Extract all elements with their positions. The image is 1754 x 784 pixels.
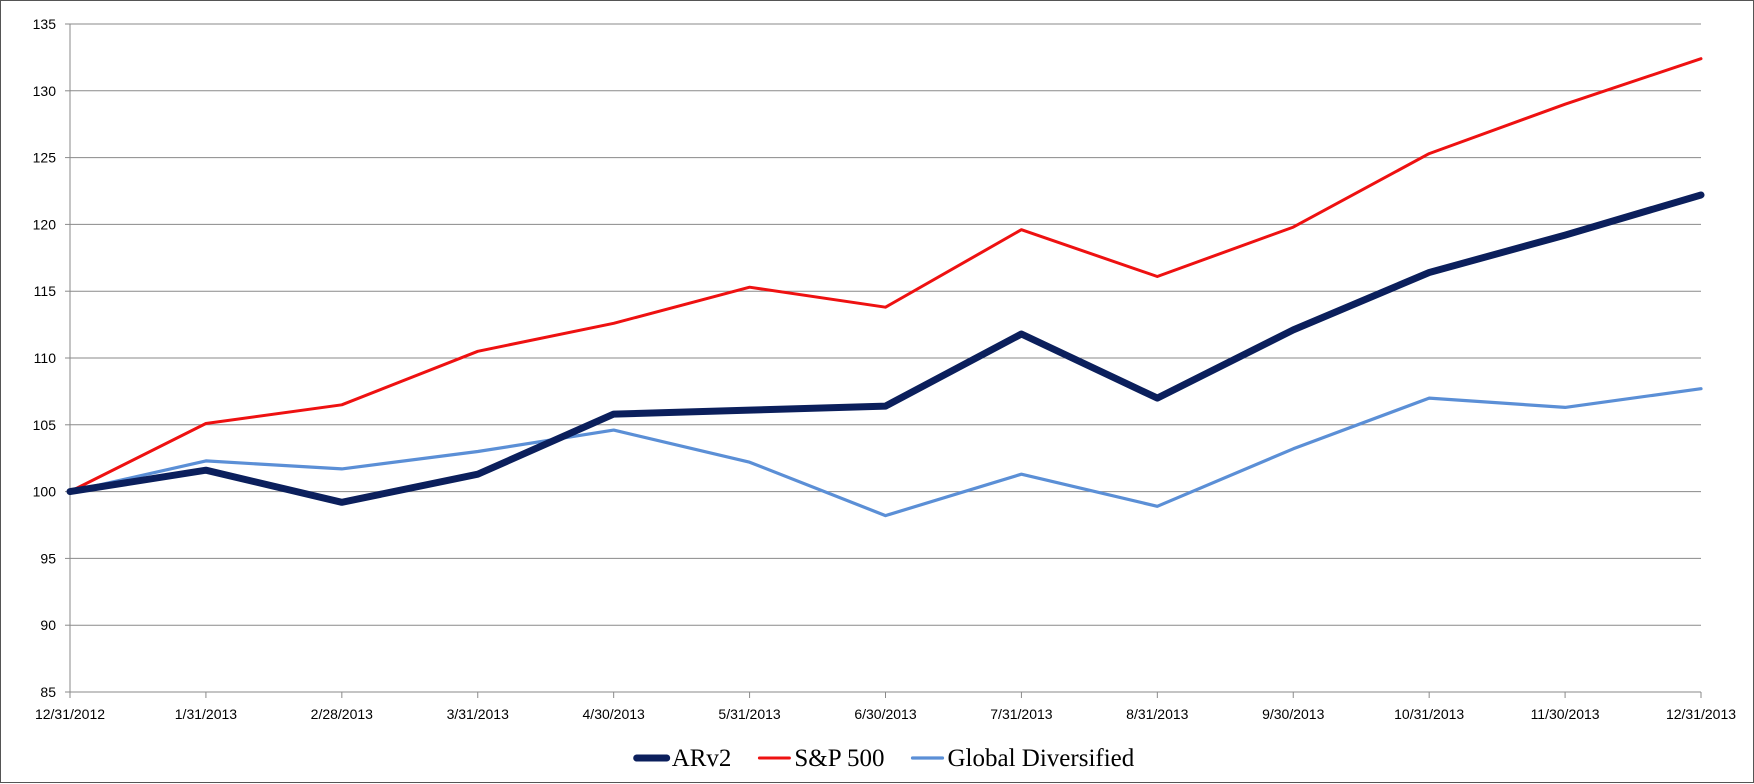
- y-tick-label: 130: [33, 83, 57, 99]
- legend-item-global-diversified: Global Diversified: [910, 745, 1135, 772]
- y-tick-label: 135: [33, 16, 57, 32]
- legend-item-s-p-500: S&P 500: [757, 745, 884, 772]
- y-tick-label: 85: [40, 684, 56, 700]
- x-tick-label: 7/31/2013: [990, 706, 1052, 722]
- series-line-global-diversified: [68, 387, 1703, 518]
- x-tick-label: 3/31/2013: [447, 706, 509, 722]
- series-lines: [66, 57, 1705, 518]
- y-tick-label: 100: [33, 484, 57, 500]
- y-tick-label: 110: [34, 350, 57, 366]
- legend-label-arv2: ARv2: [672, 745, 732, 772]
- y-tick-label: 120: [33, 216, 57, 232]
- x-tick-label: 12/31/2012: [35, 706, 105, 722]
- y-tick-label: 105: [33, 417, 57, 433]
- y-tick-label: 90: [40, 617, 56, 633]
- legend-label-global-diversified: Global Diversified: [948, 745, 1135, 772]
- x-tick-label: 4/30/2013: [583, 706, 645, 722]
- legend: ARv2 S&P 500 Global Diversified: [633, 745, 1135, 772]
- legend-label-s-p-500: S&P 500: [794, 745, 884, 772]
- x-tick-label: 5/31/2013: [718, 706, 780, 722]
- x-tick-label: 10/31/2013: [1394, 706, 1464, 722]
- x-tick-label: 1/31/2013: [175, 706, 237, 722]
- axes: 85 90 95 100 105 110 115 120 125 130 135 12/31/2012…: [33, 16, 1737, 722]
- gridlines: [70, 23, 1701, 626]
- y-tick-label: 125: [33, 150, 57, 166]
- x-tick-label: 2/28/2013: [311, 706, 373, 722]
- x-tick-label: 12/31/2013: [1666, 706, 1736, 722]
- series-line-arv2: [66, 191, 1705, 506]
- legend-item-arv2: ARv2: [633, 745, 732, 772]
- x-tick-label: 6/30/2013: [854, 706, 916, 722]
- x-tick-label: 8/31/2013: [1126, 706, 1188, 722]
- x-tick-label: 9/30/2013: [1262, 706, 1324, 722]
- y-tick-label: 95: [40, 550, 56, 566]
- x-tick-label: 11/30/2013: [1531, 706, 1600, 722]
- series-line-s-p-500: [68, 57, 1703, 494]
- y-tick-label: 115: [34, 283, 57, 299]
